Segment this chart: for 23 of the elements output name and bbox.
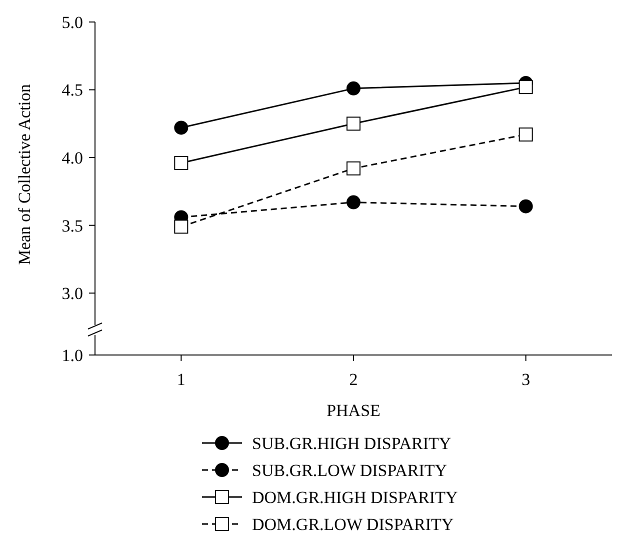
point (174, 120, 188, 135)
y-tick-label: 3.5 (62, 216, 83, 236)
legend-label: SUB.GR.HIGH DISPARITY (252, 434, 452, 453)
x-tick-label: 2 (349, 370, 358, 389)
y-tick-label: 4.5 (62, 80, 83, 100)
y-tick-label: 3.0 (62, 284, 83, 304)
point (518, 80, 533, 94)
legend-label: DOM.GR.LOW DISPARITY (252, 514, 454, 534)
point (346, 195, 360, 210)
point (174, 156, 188, 170)
y-tick-label: 4.0 (62, 148, 83, 168)
x-tick-label: 1 (176, 370, 186, 389)
point (346, 81, 360, 96)
y-axis-title: Mean of Collective Action (15, 84, 34, 265)
legend-label: DOM.GR.HIGH DISPARITY (252, 488, 458, 507)
point (346, 116, 360, 131)
x-tick-label: 3 (522, 370, 530, 389)
point (518, 199, 533, 214)
legend-label: SUB.GR.LOW DISPARITY (252, 460, 448, 480)
text: 1.0 (62, 346, 83, 365)
x-axis-title: PHASE (326, 401, 380, 420)
point (174, 220, 188, 234)
y-tick-label: 5.0 (62, 12, 83, 32)
